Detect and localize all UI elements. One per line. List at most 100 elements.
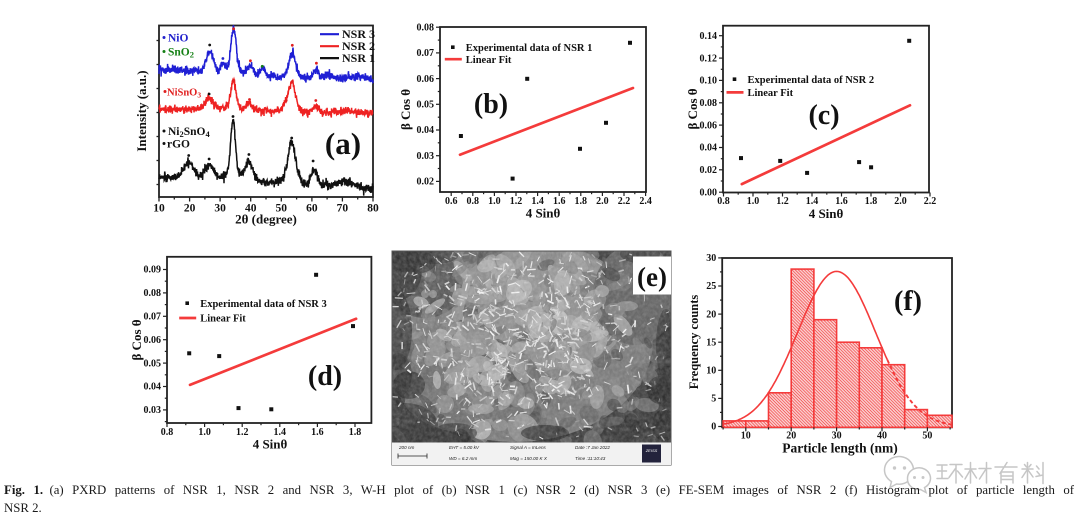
svg-text:1.2: 1.2 (510, 196, 523, 207)
svg-text:0.05: 0.05 (144, 358, 162, 369)
svg-text:1.4: 1.4 (806, 196, 819, 207)
svg-text:4 Sinθ: 4 Sinθ (253, 437, 288, 452)
svg-text:40: 40 (877, 430, 887, 441)
svg-text:1.0: 1.0 (488, 196, 501, 207)
svg-text:60: 60 (306, 203, 318, 215)
svg-text:1.4: 1.4 (274, 427, 287, 438)
svg-text:20: 20 (184, 203, 196, 215)
svg-text:4 Sinθ: 4 Sinθ (526, 206, 561, 221)
svg-text:0.00: 0.00 (700, 187, 718, 198)
svg-text:Experimental data of NSR 1: Experimental data of NSR 1 (466, 43, 593, 54)
svg-text:5: 5 (711, 394, 716, 405)
svg-text:NiSnO3: NiSnO3 (167, 88, 201, 100)
svg-text:rGO: rGO (167, 139, 190, 151)
svg-text:0.8: 0.8 (161, 427, 174, 438)
svg-text:2θ (degree): 2θ (degree) (235, 212, 297, 227)
svg-text:70: 70 (337, 203, 349, 215)
svg-text:EHT = 5.00 kV: EHT = 5.00 kV (449, 445, 480, 450)
svg-text:(e): (e) (637, 262, 667, 292)
svg-text:40: 40 (245, 203, 257, 215)
svg-text:0.07: 0.07 (417, 48, 435, 59)
svg-text:Signal A = InLens: Signal A = InLens (510, 445, 546, 450)
svg-text:10: 10 (741, 430, 751, 441)
svg-text:50: 50 (276, 203, 288, 215)
svg-text:β Cos θ: β Cos θ (398, 89, 413, 130)
svg-text:30: 30 (832, 430, 842, 441)
svg-text:0.06: 0.06 (417, 74, 435, 85)
svg-text:Mag = 150.00 K X: Mag = 150.00 K X (510, 456, 548, 461)
svg-text:0.10: 0.10 (700, 76, 718, 87)
svg-text:0.12: 0.12 (700, 53, 718, 64)
svg-text:Linear Fit: Linear Fit (748, 88, 794, 99)
svg-text:NSR 2: NSR 2 (342, 39, 375, 53)
svg-text:0.14: 0.14 (700, 31, 718, 42)
svg-text:0: 0 (711, 422, 716, 433)
svg-text:1.8: 1.8 (349, 427, 362, 438)
svg-text:NiO: NiO (168, 33, 189, 45)
svg-text:NSR 1: NSR 1 (342, 51, 375, 65)
svg-text:1.0: 1.0 (198, 427, 211, 438)
svg-text:0.04: 0.04 (144, 382, 162, 393)
svg-text:0.06: 0.06 (700, 120, 718, 131)
svg-text:0.8: 0.8 (717, 196, 730, 207)
svg-text:0.05: 0.05 (417, 100, 435, 111)
svg-text:20: 20 (706, 309, 716, 320)
svg-text:1.2: 1.2 (236, 427, 249, 438)
svg-text:(f): (f) (894, 286, 922, 317)
svg-text:NSR 3: NSR 3 (342, 27, 375, 41)
svg-text:0.03: 0.03 (417, 151, 435, 162)
svg-text:0.04: 0.04 (417, 125, 435, 136)
svg-text:Particle length (nm): Particle length (nm) (782, 441, 897, 456)
svg-text:1.6: 1.6 (311, 427, 324, 438)
svg-text:(c): (c) (808, 100, 839, 131)
svg-text:SnO2: SnO2 (168, 47, 194, 60)
svg-text:0.09: 0.09 (144, 265, 162, 276)
svg-text:β Cos θ: β Cos θ (685, 88, 700, 129)
svg-text:25: 25 (706, 281, 716, 292)
svg-text:1.2: 1.2 (776, 196, 789, 207)
svg-text:1.6: 1.6 (835, 196, 848, 207)
svg-text:β Cos θ: β Cos θ (129, 319, 144, 360)
svg-text:Experimental data of NSR 2: Experimental data of NSR 2 (748, 75, 875, 86)
svg-text:2.2: 2.2 (618, 196, 631, 207)
svg-text:80: 80 (367, 203, 379, 215)
svg-text:0.08: 0.08 (417, 22, 435, 33)
svg-text:0.08: 0.08 (700, 98, 718, 109)
svg-text:2.0: 2.0 (894, 196, 907, 207)
svg-text:Date :7 Jan 2022: Date :7 Jan 2022 (575, 445, 610, 450)
svg-text:1.8: 1.8 (575, 196, 588, 207)
svg-text:WD = 6.2 mm: WD = 6.2 mm (449, 456, 477, 461)
svg-text:0.07: 0.07 (144, 312, 162, 323)
svg-text:2.0: 2.0 (596, 196, 609, 207)
svg-text:Time :11:10:43: Time :11:10:43 (575, 456, 606, 461)
svg-text:0.02: 0.02 (700, 165, 718, 176)
svg-text:1.6: 1.6 (553, 196, 566, 207)
svg-text:(a): (a) (325, 126, 361, 161)
svg-text:Frequency counts: Frequency counts (687, 295, 701, 390)
svg-text:Ni2SnO4: Ni2SnO4 (168, 126, 211, 139)
svg-text:30: 30 (706, 253, 716, 264)
svg-text:4 Sinθ: 4 Sinθ (809, 206, 844, 221)
svg-text:0.6: 0.6 (445, 196, 458, 207)
svg-text:2.2: 2.2 (924, 196, 937, 207)
svg-text:50: 50 (922, 430, 932, 441)
svg-text:ZEISS: ZEISS (645, 448, 658, 453)
svg-text:2.4: 2.4 (639, 196, 652, 207)
svg-text:1.8: 1.8 (865, 196, 878, 207)
svg-text:200 nm: 200 nm (398, 445, 414, 450)
svg-text:(d): (d) (308, 361, 342, 392)
svg-text:0.02: 0.02 (417, 177, 435, 188)
svg-text:0.03: 0.03 (144, 405, 162, 416)
svg-text:0.08: 0.08 (144, 288, 162, 299)
svg-text:20: 20 (786, 430, 796, 441)
svg-text:Linear Fit: Linear Fit (466, 55, 512, 66)
svg-text:(b): (b) (474, 89, 508, 120)
svg-text:1.0: 1.0 (747, 196, 760, 207)
svg-text:30: 30 (214, 203, 226, 215)
svg-text:0.06: 0.06 (144, 335, 162, 346)
svg-text:Linear Fit: Linear Fit (200, 314, 246, 325)
svg-text:Intensity (a.u.): Intensity (a.u.) (134, 70, 149, 151)
svg-text:10: 10 (153, 203, 165, 215)
svg-text:1.4: 1.4 (531, 196, 544, 207)
svg-text:0.8: 0.8 (467, 196, 480, 207)
